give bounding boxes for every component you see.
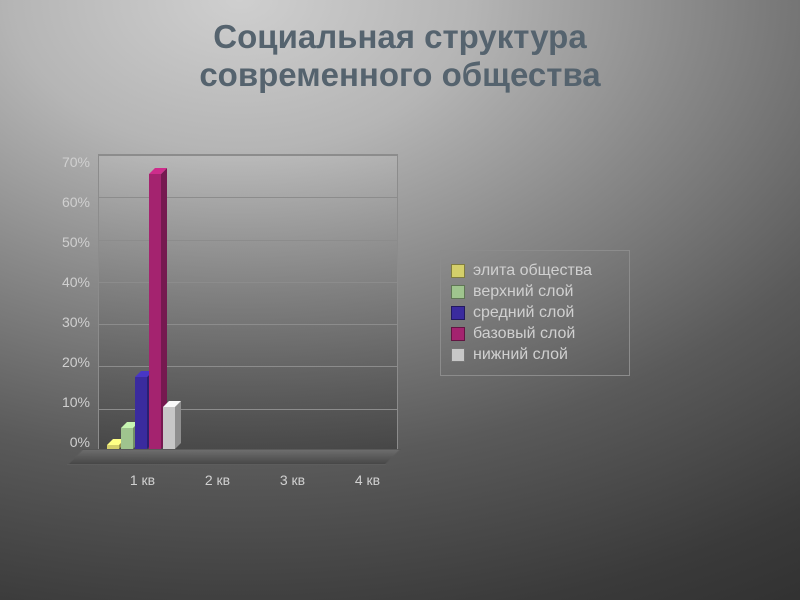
legend-swatch bbox=[451, 348, 465, 362]
y-tick-label: 10% bbox=[50, 394, 90, 410]
legend-item: средний слой bbox=[451, 304, 619, 322]
legend-label: базовый слой bbox=[473, 325, 575, 343]
chart-floor bbox=[67, 449, 401, 465]
slide-title-line1: Социальная структура bbox=[0, 18, 800, 56]
y-tick-label: 70% bbox=[50, 154, 90, 170]
x-tick-label: 3 кв bbox=[255, 472, 330, 488]
bar bbox=[121, 428, 133, 449]
slide-title-line2: современного общества bbox=[0, 56, 800, 94]
legend-item: элита общества bbox=[451, 262, 619, 280]
y-axis: 70% 60% 50% 40% 30% 20% 10% 0% bbox=[50, 154, 98, 450]
chart-container: 70% 60% 50% 40% 30% 20% 10% 0% bbox=[50, 154, 398, 450]
bar bbox=[149, 174, 161, 449]
y-tick-label: 30% bbox=[50, 314, 90, 330]
legend-label: средний слой bbox=[473, 304, 574, 322]
legend-item: нижний слой bbox=[451, 346, 619, 364]
legend-swatch bbox=[451, 306, 465, 320]
y-tick-label: 20% bbox=[50, 354, 90, 370]
legend-label: верхний слой bbox=[473, 283, 573, 301]
legend-item: базовый слой bbox=[451, 325, 619, 343]
x-tick-label: 1 кв bbox=[105, 472, 180, 488]
x-tick-label: 4 кв bbox=[330, 472, 405, 488]
x-axis: 1 кв2 кв3 кв4 кв bbox=[105, 472, 405, 488]
legend-swatch bbox=[451, 285, 465, 299]
y-tick-label: 0% bbox=[50, 434, 90, 450]
bar bbox=[135, 377, 147, 449]
bar bbox=[163, 407, 175, 449]
legend-swatch bbox=[451, 327, 465, 341]
y-tick-label: 50% bbox=[50, 234, 90, 250]
legend-item: верхний слой bbox=[451, 283, 619, 301]
x-tick-label: 2 кв bbox=[180, 472, 255, 488]
plot-area bbox=[98, 154, 398, 450]
bars-layer bbox=[99, 155, 397, 449]
chart-legend: элита общества верхний слой средний слой ба… bbox=[440, 250, 630, 376]
y-tick-label: 40% bbox=[50, 274, 90, 290]
slide-title: Социальная структура современного общест… bbox=[0, 0, 800, 94]
legend-label: элита общества bbox=[473, 262, 592, 280]
y-tick-label: 60% bbox=[50, 194, 90, 210]
legend-swatch bbox=[451, 264, 465, 278]
legend-label: нижний слой bbox=[473, 346, 568, 364]
